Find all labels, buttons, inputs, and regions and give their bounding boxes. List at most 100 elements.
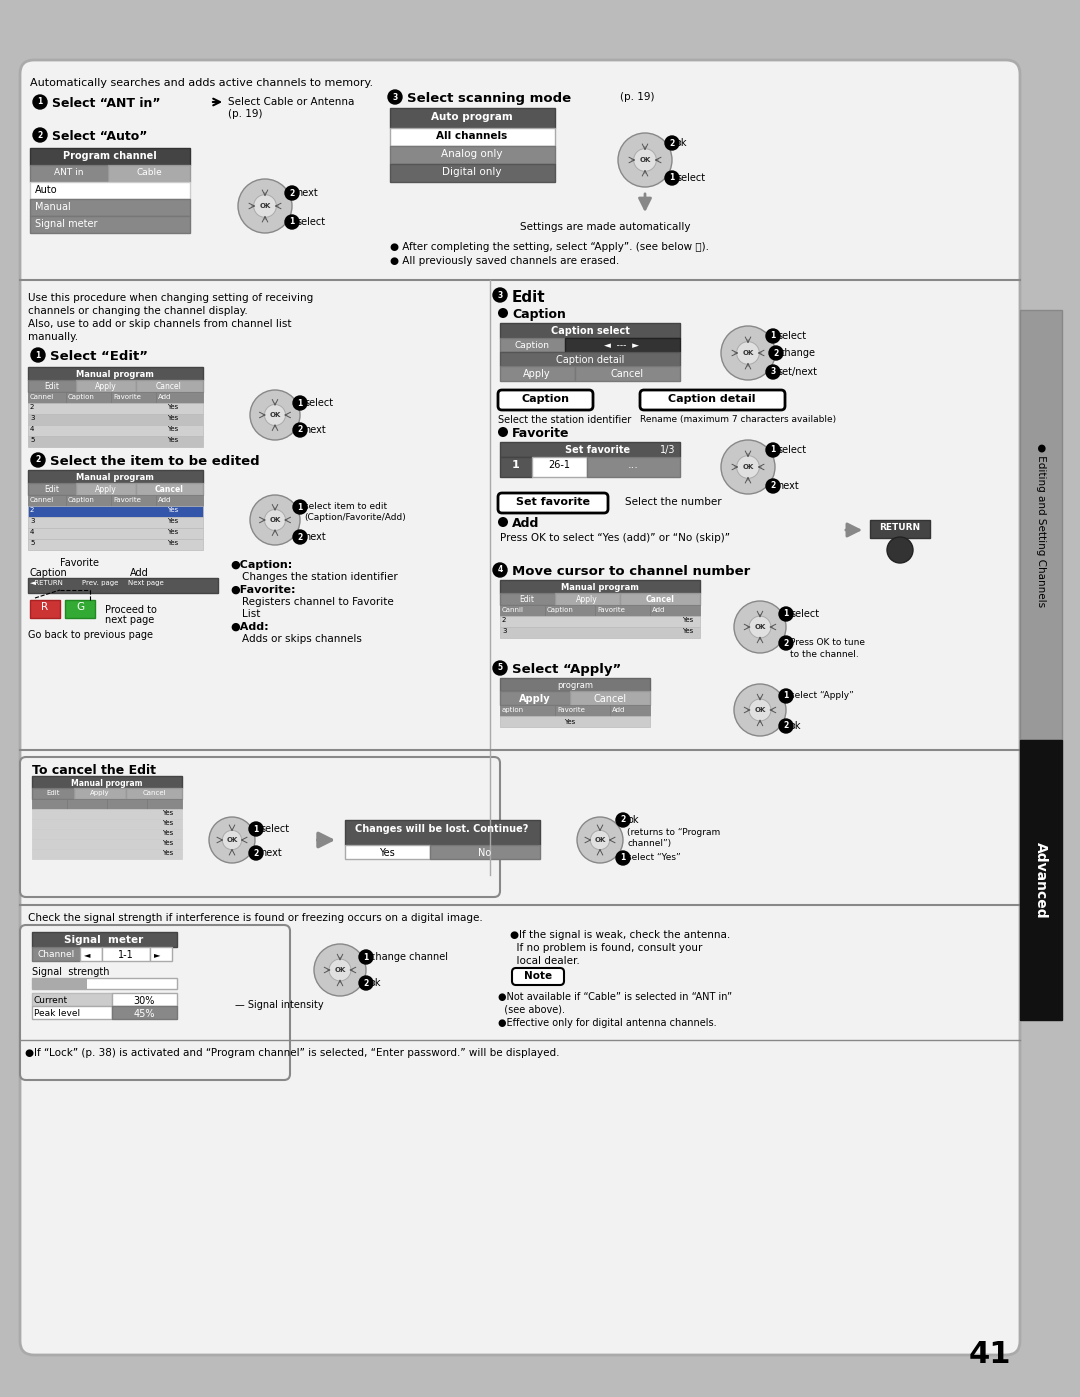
Text: next: next [260,848,282,858]
Text: Caption detail: Caption detail [669,394,756,404]
Bar [32,993,112,1006]
Bar [80,947,102,961]
Text: ok: ok [370,978,381,988]
Bar [500,457,532,476]
Bar [28,367,203,380]
Text: Changes the station identifier: Changes the station identifier [242,571,397,583]
Text: 2: 2 [363,978,368,988]
Circle shape [254,194,276,218]
Bar [66,393,111,402]
Text: Apply: Apply [95,485,117,495]
Bar [500,580,700,592]
Text: 1: 1 [783,692,788,700]
Text: to the channel.: to the channel. [789,650,859,659]
Bar [500,592,555,605]
Text: select: select [777,446,806,455]
Circle shape [238,179,292,233]
Circle shape [665,170,679,184]
Text: OK: OK [754,624,766,630]
Circle shape [31,348,45,362]
Bar [588,457,680,476]
Bar [32,828,183,840]
Bar [28,393,66,402]
Text: set/next: set/next [777,367,816,377]
Bar [500,717,650,726]
Text: select: select [303,398,333,408]
Bar [32,849,183,859]
Text: 2: 2 [289,189,295,197]
Text: ◄  ---  ►: ◄ --- ► [605,341,639,351]
Text: 1: 1 [363,953,368,961]
Bar [28,578,218,592]
Bar [610,705,650,717]
Text: select “Apply”: select “Apply” [789,692,854,700]
Text: Peak level: Peak level [33,1009,80,1018]
Text: select: select [260,824,289,834]
Circle shape [779,719,793,733]
Circle shape [314,944,366,996]
Circle shape [577,817,623,863]
Circle shape [222,830,242,849]
Bar [126,788,183,799]
Bar [75,788,126,799]
Bar [32,799,67,809]
Text: Cable: Cable [136,168,162,177]
Bar [111,393,156,402]
Bar [156,495,203,506]
Text: Yes: Yes [167,426,178,432]
Text: Yes: Yes [167,529,178,535]
Circle shape [769,346,783,360]
Text: OK: OK [594,837,606,842]
Circle shape [737,455,759,478]
Text: Channel: Channel [38,950,75,958]
Bar [76,380,136,393]
Text: Apply: Apply [95,381,117,391]
Text: Edit: Edit [44,381,59,391]
Circle shape [779,608,793,622]
Circle shape [618,133,672,187]
Text: Next page: Next page [129,580,164,585]
Text: next: next [303,532,326,542]
Text: Favorite: Favorite [60,557,99,569]
Bar [32,819,183,828]
Bar [500,627,700,638]
Text: 1: 1 [783,609,788,619]
Text: Current: Current [33,996,68,1004]
Text: 2: 2 [770,482,775,490]
Text: 30%: 30% [133,996,154,1006]
Text: Cannel: Cannel [30,394,54,400]
Text: Press OK to tune: Press OK to tune [789,638,865,647]
Bar [28,469,203,483]
FancyBboxPatch shape [498,493,608,513]
Text: next: next [303,425,326,434]
Text: Select “ANT in”: Select “ANT in” [52,96,161,110]
Text: ●Effective only for digital antenna channels.: ●Effective only for digital antenna chan… [498,1018,717,1028]
Circle shape [721,326,775,380]
Bar [345,845,430,859]
Text: ● Editing and Setting Channels: ● Editing and Setting Channels [1036,443,1047,608]
Text: Cannel: Cannel [30,497,54,503]
Bar [156,393,203,402]
Text: Edit: Edit [44,485,59,495]
Text: OK: OK [742,351,754,356]
Bar [32,775,183,788]
Text: 26-1: 26-1 [548,460,570,469]
Text: Cancel: Cancel [593,694,626,704]
Bar [555,705,610,717]
Text: 1-1: 1-1 [118,950,134,960]
Text: Program channel: Program channel [63,151,157,161]
Text: Apply: Apply [91,789,110,796]
Text: Registers channel to Favorite: Registers channel to Favorite [242,597,394,608]
Text: R: R [41,602,49,612]
Text: Prev. page: Prev. page [82,580,119,585]
Circle shape [492,288,507,302]
Bar [545,605,595,616]
Text: Press OK to select “Yes (add)” or “No (skip)”: Press OK to select “Yes (add)” or “No (s… [500,534,730,543]
Text: Automatically searches and adds active channels to memory.: Automatically searches and adds active c… [30,78,373,88]
Text: 1: 1 [297,503,302,511]
Circle shape [750,616,771,638]
Bar [430,845,540,859]
Text: ...: ... [627,460,638,469]
Circle shape [293,500,307,514]
Text: Apply: Apply [523,369,551,379]
